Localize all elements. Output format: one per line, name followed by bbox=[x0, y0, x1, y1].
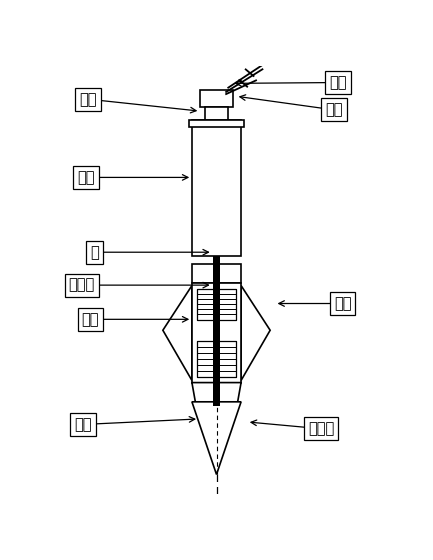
Text: 轴: 轴 bbox=[90, 245, 99, 260]
Text: 电缆: 电缆 bbox=[325, 102, 343, 118]
Polygon shape bbox=[192, 402, 241, 474]
Bar bbox=[192, 283, 241, 382]
Polygon shape bbox=[241, 286, 270, 380]
Text: 电机: 电机 bbox=[78, 170, 95, 185]
Text: 头部: 头部 bbox=[74, 417, 92, 432]
Bar bbox=[189, 120, 244, 128]
Text: 偏心块: 偏心块 bbox=[69, 278, 95, 293]
Text: 翅片: 翅片 bbox=[334, 296, 351, 311]
Polygon shape bbox=[192, 264, 241, 283]
Text: 出水口: 出水口 bbox=[308, 421, 334, 436]
Polygon shape bbox=[163, 286, 192, 380]
Bar bbox=[192, 120, 241, 256]
Text: 壳体: 壳体 bbox=[82, 312, 99, 327]
Text: 吊具: 吊具 bbox=[80, 92, 97, 107]
Text: 水管: 水管 bbox=[330, 75, 347, 90]
Polygon shape bbox=[192, 382, 241, 402]
Bar bbox=[197, 341, 236, 377]
Bar bbox=[213, 255, 220, 406]
Bar bbox=[200, 90, 233, 107]
Bar bbox=[197, 288, 236, 320]
Bar bbox=[205, 107, 228, 120]
